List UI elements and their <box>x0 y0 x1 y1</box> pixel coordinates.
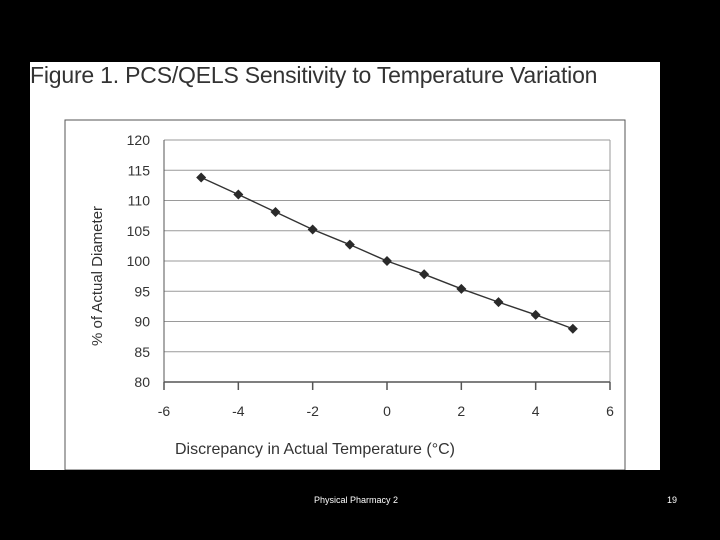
y-tick-label: 115 <box>128 162 151 178</box>
data-point <box>419 269 430 280</box>
slide-footer: Physical Pharmacy 2 <box>314 495 399 505</box>
x-tick-label: 0 <box>383 403 391 419</box>
x-axis-label: Discrepancy in Actual Temperature (°C) <box>175 441 455 458</box>
y-tick-label: 95 <box>134 283 150 299</box>
data-point <box>307 224 318 235</box>
chart-title: Figure 1. PCS/QELS Sensitivity to Temper… <box>30 62 598 88</box>
x-tick-label: 6 <box>606 403 614 419</box>
x-tick-label: -4 <box>232 403 245 419</box>
y-tick-label: 110 <box>128 193 151 209</box>
data-point <box>233 189 244 200</box>
line-chart: 120 115 110 105 100 95 90 85 80 -6 -4 -2 0 2 4 6 Discr… <box>64 119 626 470</box>
y-tick-label: 80 <box>134 374 150 390</box>
x-tick-label: -6 <box>158 403 171 419</box>
data-point <box>493 297 504 308</box>
y-tick-labels: 120 115 110 105 100 95 90 85 80 <box>127 132 151 390</box>
data-point <box>196 172 207 183</box>
data-point <box>270 206 281 217</box>
data-point <box>456 283 467 294</box>
axes <box>163 140 611 390</box>
data-point <box>567 323 578 334</box>
data-point <box>382 256 392 266</box>
y-tick-label: 100 <box>127 253 151 269</box>
y-tick-label: 85 <box>134 344 150 360</box>
gridlines <box>164 139 610 383</box>
x-tick-labels: -6 -4 -2 0 2 4 6 <box>158 403 614 419</box>
y-axis-label: % of Actual Diameter <box>89 206 106 346</box>
x-tick-label: -2 <box>306 403 319 419</box>
y-tick-label: 90 <box>134 314 150 330</box>
y-tick-label: 120 <box>127 132 151 148</box>
x-tick-label: 4 <box>532 403 540 419</box>
slide-page-number: 19 <box>667 495 678 505</box>
y-tick-label: 105 <box>127 223 151 239</box>
data-series <box>196 172 578 334</box>
chart-frame <box>64 119 626 470</box>
data-point <box>530 309 541 320</box>
data-point <box>344 239 355 250</box>
figure-panel: Figure 1. PCS/QELS Sensitivity to Temper… <box>30 62 660 470</box>
x-tick-label: 2 <box>457 403 465 419</box>
